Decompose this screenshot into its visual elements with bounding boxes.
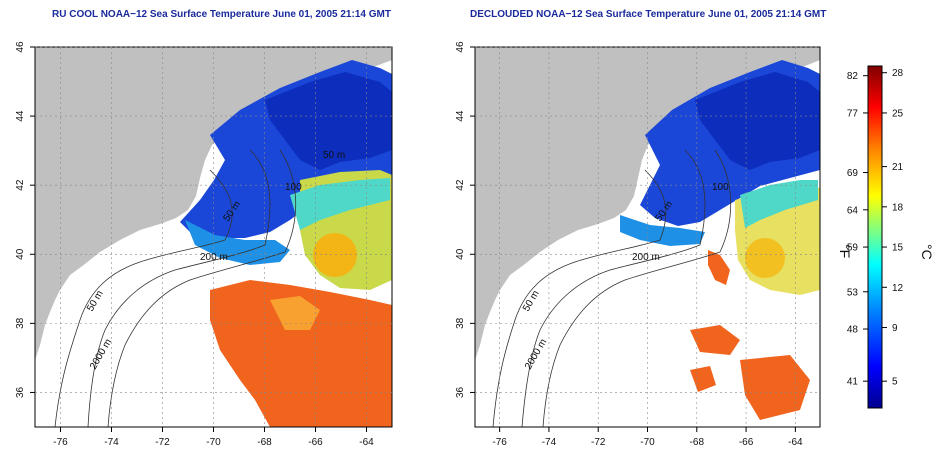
left-orange-patch: [270, 296, 320, 330]
right-gridlines: [475, 46, 820, 427]
colorbar-celsius-tick-label: 5: [892, 377, 898, 388]
left-land-mass: [35, 47, 392, 360]
right-land-mass: [475, 47, 820, 360]
right-contour-50m: [492, 169, 667, 427]
left-y-tick-label: 42: [15, 179, 26, 191]
right-map-panel: -76 -74 -72 -70 -68 -66 -64 36 38 40 42 44 46 200 m…: [455, 41, 821, 448]
right-contour-2000m: [542, 149, 732, 427]
left-x-tick-label: -66: [308, 437, 323, 448]
colorbar-fahrenheit-tick-label: 69: [847, 168, 859, 179]
right-y-tick-label: 38: [455, 317, 466, 329]
right-shelf-water: [620, 215, 705, 246]
colorbar-unit-celsius: °C: [919, 244, 935, 260]
right-y-tick-label: 40: [455, 248, 466, 260]
left-contour-2000m: [107, 149, 297, 427]
left-cyan-band: [290, 178, 390, 230]
left-contour-50m: [54, 169, 233, 427]
colorbar: 82 77 69 64 59 53 48 41 28 25 21 18 15 12 9 5 °F °C: [837, 65, 935, 409]
left-map-title: RU COOL NOAA−12 Sea Surface Temperature …: [52, 9, 391, 20]
right-y-axis: 36 38 40 42 44 46: [455, 41, 475, 398]
right-y-tick-label: 36: [455, 386, 466, 398]
right-x-axis: -76 -74 -72 -70 -68 -66 -64: [492, 427, 803, 448]
colorbar-fahrenheit-tick-label: 53: [847, 287, 859, 298]
left-x-axis: -76 -74 -72 -70 -68 -66 -64: [53, 427, 374, 448]
right-x-tick-label: -76: [492, 437, 507, 448]
left-warm-eddy: [313, 233, 357, 277]
left-y-axis: 36 38 40 42 44 46: [15, 41, 35, 398]
right-contour-label-100: 100: [712, 182, 729, 193]
right-x-tick-label: -74: [542, 437, 557, 448]
right-contour-label-200m: 200 m: [632, 252, 660, 263]
colorbar-fahrenheit-tick-label: 64: [847, 205, 859, 216]
right-cold-water-inner: [695, 72, 820, 170]
right-x-tick-label: -66: [739, 437, 754, 448]
colorbar-celsius-tick-label: 25: [892, 108, 904, 119]
right-x-tick-label: -64: [788, 437, 803, 448]
colorbar-unit-fahrenheit: °F: [837, 244, 853, 258]
left-nova-scotia: [330, 47, 392, 66]
left-y-tick-label: 36: [15, 386, 26, 398]
left-x-tick-label: -76: [53, 437, 68, 448]
colorbar-celsius-tick-label: 28: [892, 68, 904, 79]
right-y-tick-label: 46: [455, 41, 466, 53]
right-warm-patch-1: [708, 250, 730, 285]
left-gulf-stream: [210, 280, 392, 427]
colorbar-fahrenheit-tick-label: 59: [847, 243, 859, 254]
right-map-title: DECLOUDED NOAA−12 Sea Surface Temperatur…: [470, 9, 827, 20]
colorbar-celsius-tick-label: 21: [892, 162, 904, 173]
colorbar-fahrenheit-tick-label: 82: [847, 71, 859, 82]
left-gridlines: [35, 46, 392, 427]
left-contour-200m: [87, 149, 271, 427]
colorbar-fahrenheit-tick-label: 41: [847, 377, 859, 388]
right-cyan-band: [740, 180, 818, 228]
right-contour-200m: [521, 149, 706, 427]
left-x-tick-label: -68: [257, 437, 272, 448]
left-x-tick-label: -74: [104, 437, 119, 448]
left-contour-label-100: 100: [285, 182, 302, 193]
left-shelf-water: [185, 220, 290, 265]
colorbar-fahrenheit-tick-label: 77: [847, 108, 859, 119]
colorbar-gradient: [867, 65, 883, 409]
left-x-tick-label: -70: [206, 437, 221, 448]
colorbar-fahrenheit-scale: 82 77 69 64 59 53 48 41: [847, 71, 868, 388]
left-y-tick-label: 38: [15, 317, 26, 329]
right-y-tick-label: 42: [455, 179, 466, 191]
colorbar-celsius-tick-label: 9: [892, 323, 898, 334]
colorbar-celsius-tick-label: 18: [892, 202, 904, 213]
left-y-tick-label: 44: [15, 110, 26, 122]
left-y-tick-label: 46: [15, 41, 26, 53]
colorbar-celsius-scale: 28 25 21 18 15 12 9 5: [882, 68, 904, 388]
left-x-tick-label: -72: [155, 437, 170, 448]
colorbar-fahrenheit-tick-label: 48: [847, 325, 859, 336]
colorbar-celsius-tick-label: 12: [892, 283, 904, 294]
right-warm-eddy: [745, 238, 785, 278]
left-y-tick-label: 40: [15, 248, 26, 260]
left-x-tick-label: -64: [359, 437, 374, 448]
right-warm-patch-3: [740, 355, 810, 420]
left-contour-label-200m: 200 m: [200, 252, 228, 263]
left-cold-water-inner: [265, 72, 392, 170]
right-x-tick-label: -68: [690, 437, 705, 448]
right-x-tick-label: -72: [591, 437, 606, 448]
right-x-tick-label: -70: [640, 437, 655, 448]
right-y-tick-label: 44: [455, 110, 466, 122]
colorbar-celsius-tick-label: 15: [892, 243, 904, 254]
left-contour-label-50m-north: 50 m: [323, 150, 345, 161]
right-warm-patch-2: [690, 325, 740, 355]
